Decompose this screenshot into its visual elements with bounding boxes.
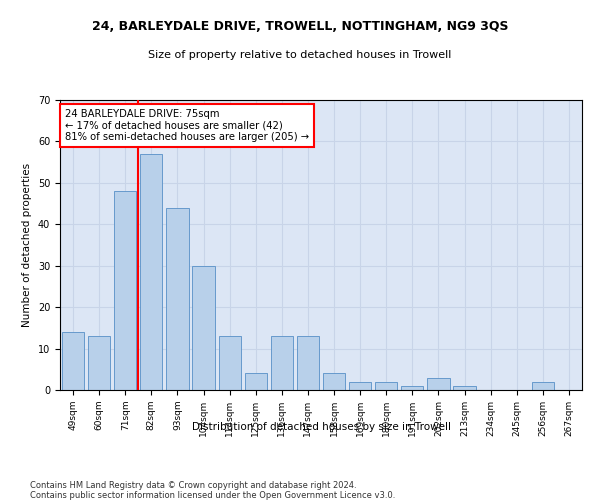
Bar	[323, 374, 345, 390]
Bar	[427, 378, 449, 390]
Bar	[401, 386, 424, 390]
Bar	[140, 154, 163, 390]
Text: 24 BARLEYDALE DRIVE: 75sqm
← 17% of detached houses are smaller (42)
81% of semi: 24 BARLEYDALE DRIVE: 75sqm ← 17% of deta…	[65, 108, 310, 142]
Text: Distribution of detached houses by size in Trowell: Distribution of detached houses by size …	[191, 422, 451, 432]
Bar	[454, 386, 476, 390]
Bar	[245, 374, 267, 390]
Text: 24, BARLEYDALE DRIVE, TROWELL, NOTTINGHAM, NG9 3QS: 24, BARLEYDALE DRIVE, TROWELL, NOTTINGHA…	[92, 20, 508, 33]
Bar	[62, 332, 84, 390]
Bar	[166, 208, 188, 390]
Bar	[271, 336, 293, 390]
Y-axis label: Number of detached properties: Number of detached properties	[22, 163, 32, 327]
Text: Size of property relative to detached houses in Trowell: Size of property relative to detached ho…	[148, 50, 452, 60]
Bar	[532, 382, 554, 390]
Bar	[114, 191, 136, 390]
Bar	[193, 266, 215, 390]
Text: Contains HM Land Registry data © Crown copyright and database right 2024.
Contai: Contains HM Land Registry data © Crown c…	[30, 480, 395, 500]
Bar	[297, 336, 319, 390]
Bar	[88, 336, 110, 390]
Bar	[375, 382, 397, 390]
Bar	[218, 336, 241, 390]
Bar	[349, 382, 371, 390]
